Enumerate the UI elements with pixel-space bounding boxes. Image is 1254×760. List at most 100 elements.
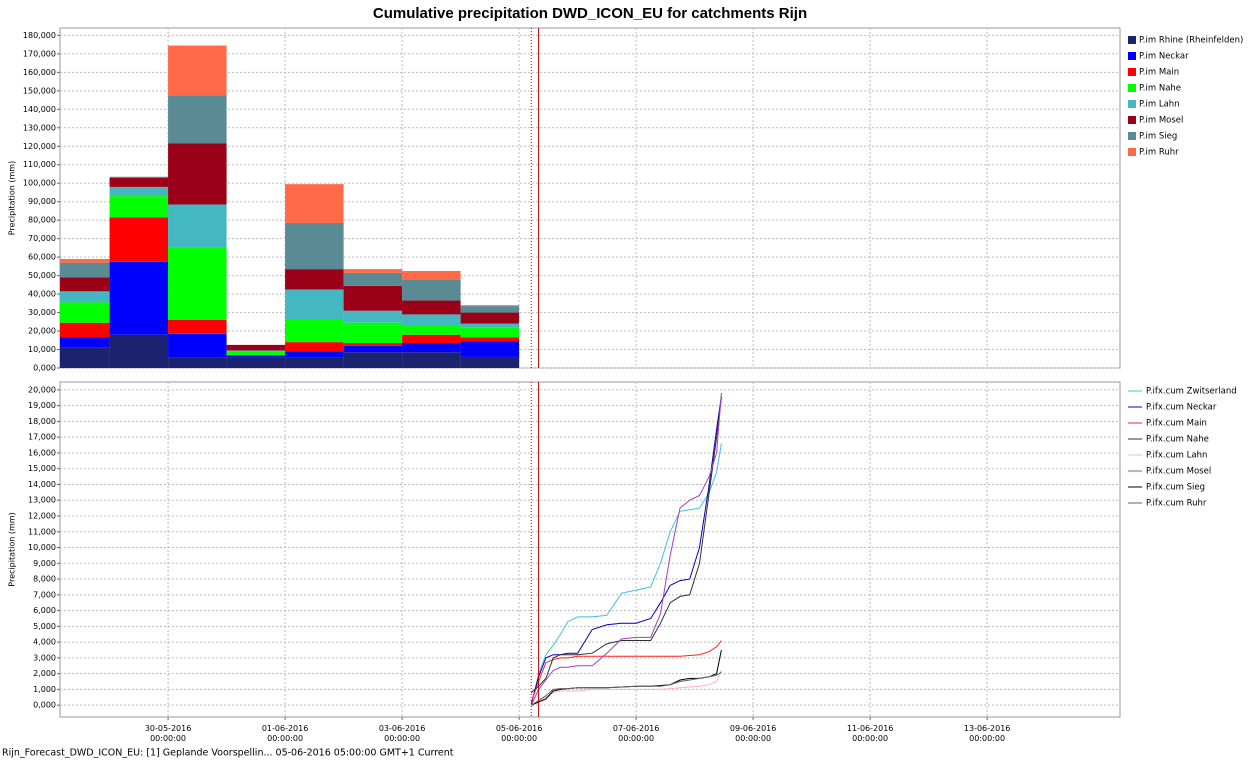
- y-tick-label: 100,000: [23, 179, 56, 188]
- bar-segment: [60, 302, 110, 323]
- bar-segment: [343, 345, 403, 353]
- y-tick-label: 12,000: [28, 512, 56, 521]
- legend-label: P.im Mosel: [1139, 116, 1183, 126]
- bar-segment: [285, 357, 344, 368]
- bar-segment: [343, 269, 403, 273]
- y-tick-label: 10,000: [28, 345, 56, 354]
- bar-segment: [402, 270, 461, 280]
- y-tick-label: 14,000: [28, 480, 56, 489]
- y-tick-label: 5,000: [33, 622, 56, 631]
- y-tick-label: 6,000: [33, 606, 56, 615]
- y-tick-label: 50,000: [28, 271, 56, 280]
- bar-segment: [460, 312, 520, 324]
- legend-label: P.im Ruhr: [1139, 148, 1179, 158]
- bar-segment: [343, 310, 403, 323]
- bar-segment: [402, 325, 461, 335]
- y-tick-label: 10,000: [28, 543, 56, 552]
- legend-label: P.ifx.cum Sieg: [1146, 483, 1205, 493]
- bar-segment: [402, 300, 461, 315]
- bar-segment: [402, 343, 461, 353]
- y-tick-label: 20,000: [28, 327, 56, 336]
- legend-swatch: [1128, 84, 1136, 92]
- chart-title: Cumulative precipitation DWD_ICON_EU for…: [373, 5, 807, 22]
- bar-segment: [109, 217, 169, 262]
- y-tick-label: 40,000: [28, 290, 56, 299]
- legend-swatch: [1128, 68, 1136, 76]
- bar-segment: [226, 350, 286, 352]
- x-tick-label: 05-06-2016 00:00:00: [496, 724, 543, 743]
- y-tick-label: 180,000: [23, 31, 56, 40]
- bar-segment: [60, 322, 110, 338]
- legend-label: P.ifx.cum Mosel: [1146, 467, 1211, 477]
- bar-segment: [168, 204, 227, 248]
- y-tick-label: 1,000: [33, 685, 56, 694]
- bar-segment: [109, 186, 169, 197]
- bar-segment: [226, 357, 286, 368]
- y-tick-label: 17,000: [28, 433, 56, 442]
- bar-segment: [460, 337, 520, 342]
- y-tick-label: 80,000: [28, 216, 56, 225]
- bar-segment: [60, 291, 110, 303]
- legend-label: P.ifx.cum Nahe: [1146, 435, 1209, 445]
- bar-segment: [460, 306, 520, 313]
- y-axis-label: Precipitation (mm): [8, 512, 17, 586]
- bar-segment: [60, 347, 110, 368]
- legend-swatch: [1128, 52, 1136, 60]
- y-tick-label: 150,000: [23, 86, 56, 95]
- x-tick-label: 30-05-2016 00:00:00: [145, 724, 192, 743]
- bar-segment: [460, 341, 520, 357]
- bar-segment: [343, 352, 403, 368]
- bar-segment: [285, 222, 344, 270]
- legend-label: P.ifx.cum Neckar: [1146, 403, 1217, 413]
- bar-segment: [60, 258, 110, 263]
- bar-segment: [168, 143, 227, 205]
- bar-segment: [402, 352, 461, 368]
- x-tick-label: 01-06-2016 00:00:00: [262, 724, 309, 743]
- legend-label: P.im Lahn: [1139, 100, 1180, 110]
- bar-segment: [226, 351, 286, 356]
- y-tick-label: 120,000: [23, 142, 56, 151]
- plot-area: [59, 381, 1121, 718]
- line-series: [530, 392, 722, 706]
- legend-swatch: [1128, 116, 1136, 124]
- y-tick-label: 30,000: [28, 308, 56, 317]
- x-tick-label: 09-06-2016 00:00:00: [730, 724, 777, 743]
- bar-segment: [285, 342, 344, 352]
- bar-segment: [109, 334, 169, 368]
- bar-segment: [285, 351, 344, 358]
- legend-label: P.im Rhine (Rheinfelden): [1139, 36, 1243, 46]
- y-tick-label: 8,000: [33, 575, 56, 584]
- y-axis-label: Precipitation (mm): [8, 161, 17, 235]
- y-tick-label: 0,000: [33, 701, 56, 710]
- y-tick-label: 15,000: [28, 464, 56, 473]
- bar-segment: [168, 45, 227, 96]
- bar-segment: [168, 95, 227, 144]
- line-series: [530, 443, 722, 706]
- legend-swatch: [1128, 148, 1136, 156]
- y-tick-label: 2,000: [33, 669, 56, 678]
- bar-segment: [60, 277, 110, 292]
- y-tick-label: 60,000: [28, 253, 56, 262]
- bar-segment: [402, 334, 461, 344]
- bar-segment: [285, 184, 344, 223]
- line-series: [531, 670, 722, 706]
- y-tick-label: 11,000: [28, 527, 56, 536]
- bar-segment: [109, 176, 169, 178]
- legend-label: P.ifx.cum Zwitserland: [1146, 387, 1237, 397]
- line-series: [531, 671, 722, 706]
- line-series: [530, 640, 722, 703]
- bar-segment: [285, 289, 344, 320]
- y-tick-label: 70,000: [28, 234, 56, 243]
- bar-segment: [402, 279, 461, 301]
- y-tick-label: 130,000: [23, 123, 56, 132]
- y-tick-label: 9,000: [33, 559, 56, 568]
- bar-segment: [343, 272, 403, 286]
- bar-segment: [109, 261, 169, 335]
- line-series: [530, 397, 722, 693]
- y-tick-label: 16,000: [28, 448, 56, 457]
- bar-segment: [60, 262, 110, 278]
- bar-segment: [343, 322, 403, 344]
- bar-segment: [226, 355, 286, 356]
- y-tick-label: 140,000: [23, 105, 56, 114]
